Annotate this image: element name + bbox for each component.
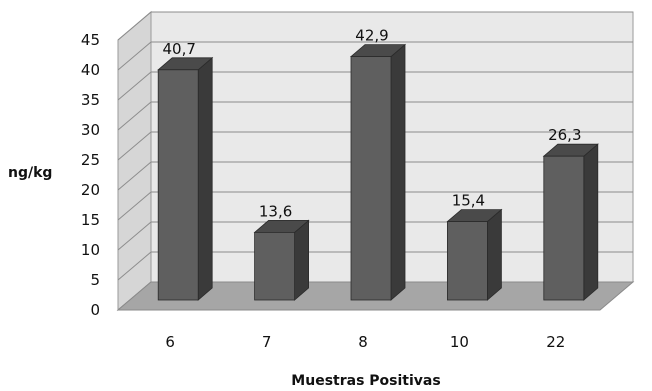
gridline-side — [117, 101, 152, 131]
gridline-side — [117, 11, 152, 41]
gridline-side — [117, 251, 152, 281]
y-axis-title: ng/kg — [8, 165, 52, 181]
gridline-side — [117, 41, 152, 71]
y-tick-label: 35 — [81, 91, 100, 109]
y-tick-label: 5 — [90, 271, 100, 289]
x-tick-label: 7 — [262, 333, 272, 351]
bar-side — [390, 43, 406, 301]
bar-side — [583, 143, 599, 301]
gridline-side — [117, 131, 152, 161]
data-label: 26,3 — [548, 126, 581, 144]
bar — [542, 143, 599, 301]
bar-front — [446, 221, 488, 301]
y-tick-label: 20 — [81, 181, 100, 199]
x-axis-ticks: 6 7 8 10 22 — [165, 333, 565, 351]
data-label: 40,7 — [162, 40, 195, 58]
y-axis-ticks: 0 5 10 15 20 25 30 35 40 45 — [81, 31, 100, 319]
side-wall — [117, 10, 152, 312]
y-tick-label: 15 — [81, 211, 100, 229]
y-tick-label: 10 — [81, 241, 100, 259]
bar — [446, 208, 503, 301]
bar-front — [543, 155, 585, 301]
gridline-side — [117, 71, 152, 101]
x-tick-label: 10 — [450, 333, 469, 351]
x-tick-label: 22 — [546, 333, 565, 351]
data-labels: 40,7 13,6 42,9 15,4 26,3 — [162, 27, 581, 221]
bar-side — [197, 56, 213, 301]
y-tick-label: 0 — [90, 301, 100, 319]
x-tick-label: 8 — [358, 333, 368, 351]
data-label: 13,6 — [259, 202, 292, 220]
y-tick-label: 40 — [81, 61, 100, 79]
x-tick-label: 6 — [165, 333, 175, 351]
gridline-side — [117, 161, 152, 191]
x-axis-title: Muestras Positivas — [291, 373, 440, 389]
bar — [349, 43, 407, 301]
bar-front — [254, 231, 296, 301]
gridline-side — [117, 221, 152, 251]
data-label: 15,4 — [452, 192, 485, 210]
y-tick-label: 30 — [81, 121, 100, 139]
y-tick-label: 45 — [81, 31, 100, 49]
bars — [157, 43, 599, 301]
bar — [157, 56, 214, 301]
y-tick-label: 25 — [81, 151, 100, 169]
data-label: 42,9 — [355, 27, 388, 45]
bar — [253, 219, 310, 301]
bar-side — [294, 219, 310, 301]
bar-front — [350, 56, 392, 301]
gridline-side — [117, 191, 152, 221]
bar-side — [486, 208, 502, 301]
bar-front — [157, 69, 199, 301]
